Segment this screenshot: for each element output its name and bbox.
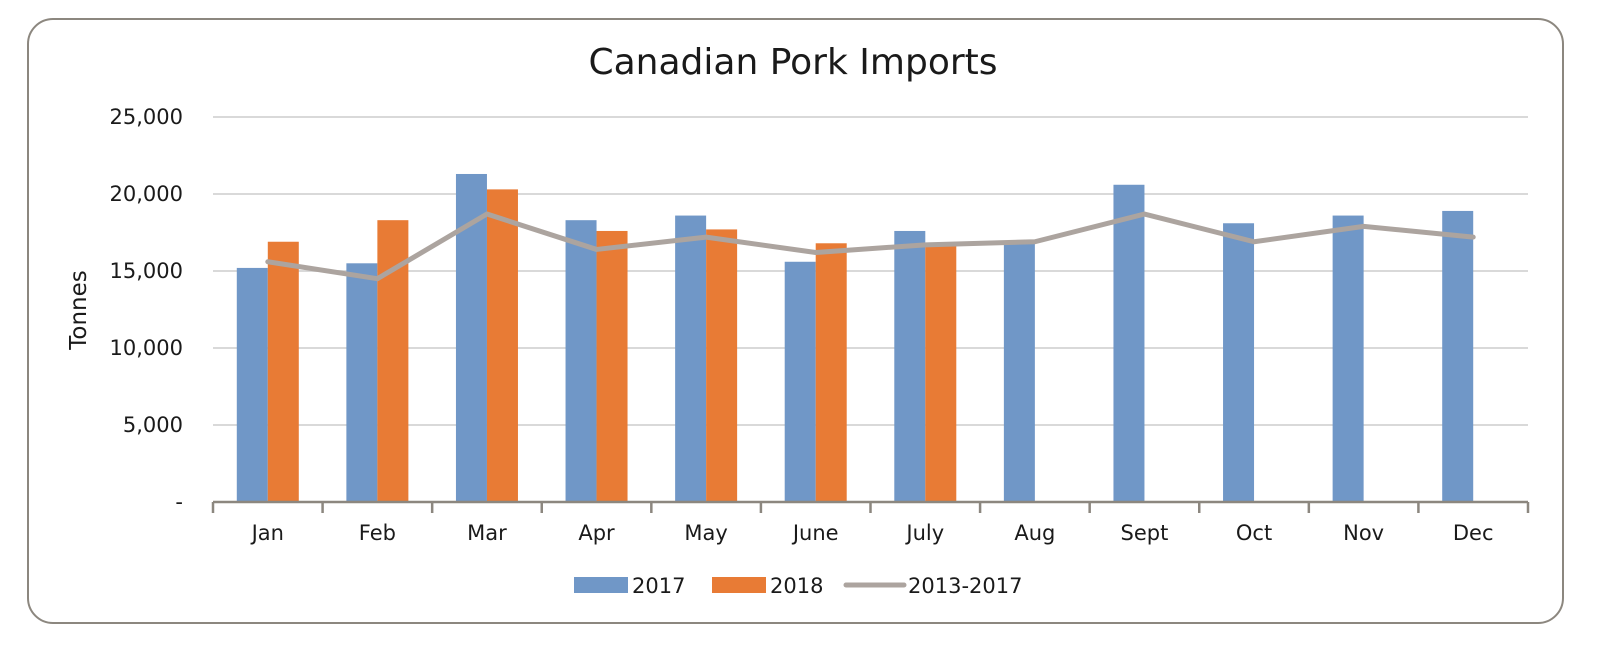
legend: 2017 2018 2013-2017 [574, 574, 1022, 598]
legend-label-2017: 2017 [632, 574, 685, 598]
x-tick-label: Mar [467, 521, 507, 545]
y-axis-label: Tonnes [66, 270, 92, 351]
x-tick-labels: Jan Feb Mar Apr May June July Aug Sept Oct Nov Dec [250, 521, 1494, 545]
bar-2018-jan [267, 241, 299, 503]
y-tick-label: 15,000 [110, 259, 183, 283]
y-tick-label: 10,000 [110, 336, 183, 360]
x-tick-label: Aug [1014, 521, 1055, 545]
bar-2017-nov [1332, 215, 1364, 502]
y-tick-label: - [175, 490, 183, 514]
x-tick-label: July [904, 521, 944, 545]
bar-2017-feb [346, 263, 378, 502]
x-tick-label: Dec [1453, 521, 1494, 545]
gridlines [213, 116, 1528, 426]
legend-label-2018: 2018 [770, 574, 823, 598]
x-tick-label: Sept [1121, 521, 1169, 545]
legend-swatch-2018 [712, 577, 766, 593]
bars [236, 173, 1474, 503]
y-tick-labels: - 5,000 10,000 15,000 20,000 25,000 [110, 105, 183, 514]
bar-2017-oct [1223, 223, 1255, 502]
legend-swatch-2017 [574, 577, 628, 593]
bar-2017-july [894, 230, 926, 502]
bar-2018-apr [596, 230, 628, 502]
x-tick-label: Nov [1343, 521, 1384, 545]
x-tick-label: Jan [250, 521, 284, 545]
bar-2017-dec [1442, 210, 1474, 502]
x-tick-label: Oct [1236, 521, 1272, 545]
y-tick-label: 5,000 [123, 413, 183, 437]
bar-2017-sept [1113, 184, 1145, 502]
legend-label-2013-2017: 2013-2017 [908, 574, 1022, 598]
x-tick-label: Apr [578, 521, 615, 545]
bar-2017-may [675, 215, 707, 502]
bar-2017-jan [236, 267, 268, 502]
line-series-2013-2017 [265, 211, 1476, 282]
y-tick-label: 25,000 [110, 105, 183, 129]
series-lines [265, 211, 1476, 282]
bar-2017-june [784, 261, 816, 502]
chart-title: Canadian Pork Imports [588, 42, 997, 83]
x-tick-label: June [791, 521, 839, 545]
y-tick-label: 20,000 [110, 182, 183, 206]
x-tick-label: Feb [359, 521, 396, 545]
bar-2018-mar [486, 189, 518, 502]
bar-2018-may [706, 229, 738, 503]
bar-2017-apr [565, 220, 597, 502]
x-axis [211, 500, 1530, 513]
bar-2018-june [815, 243, 847, 502]
x-tick-label: May [684, 521, 727, 545]
bar-2018-july [925, 243, 957, 502]
bar-2017-aug [1003, 243, 1035, 502]
